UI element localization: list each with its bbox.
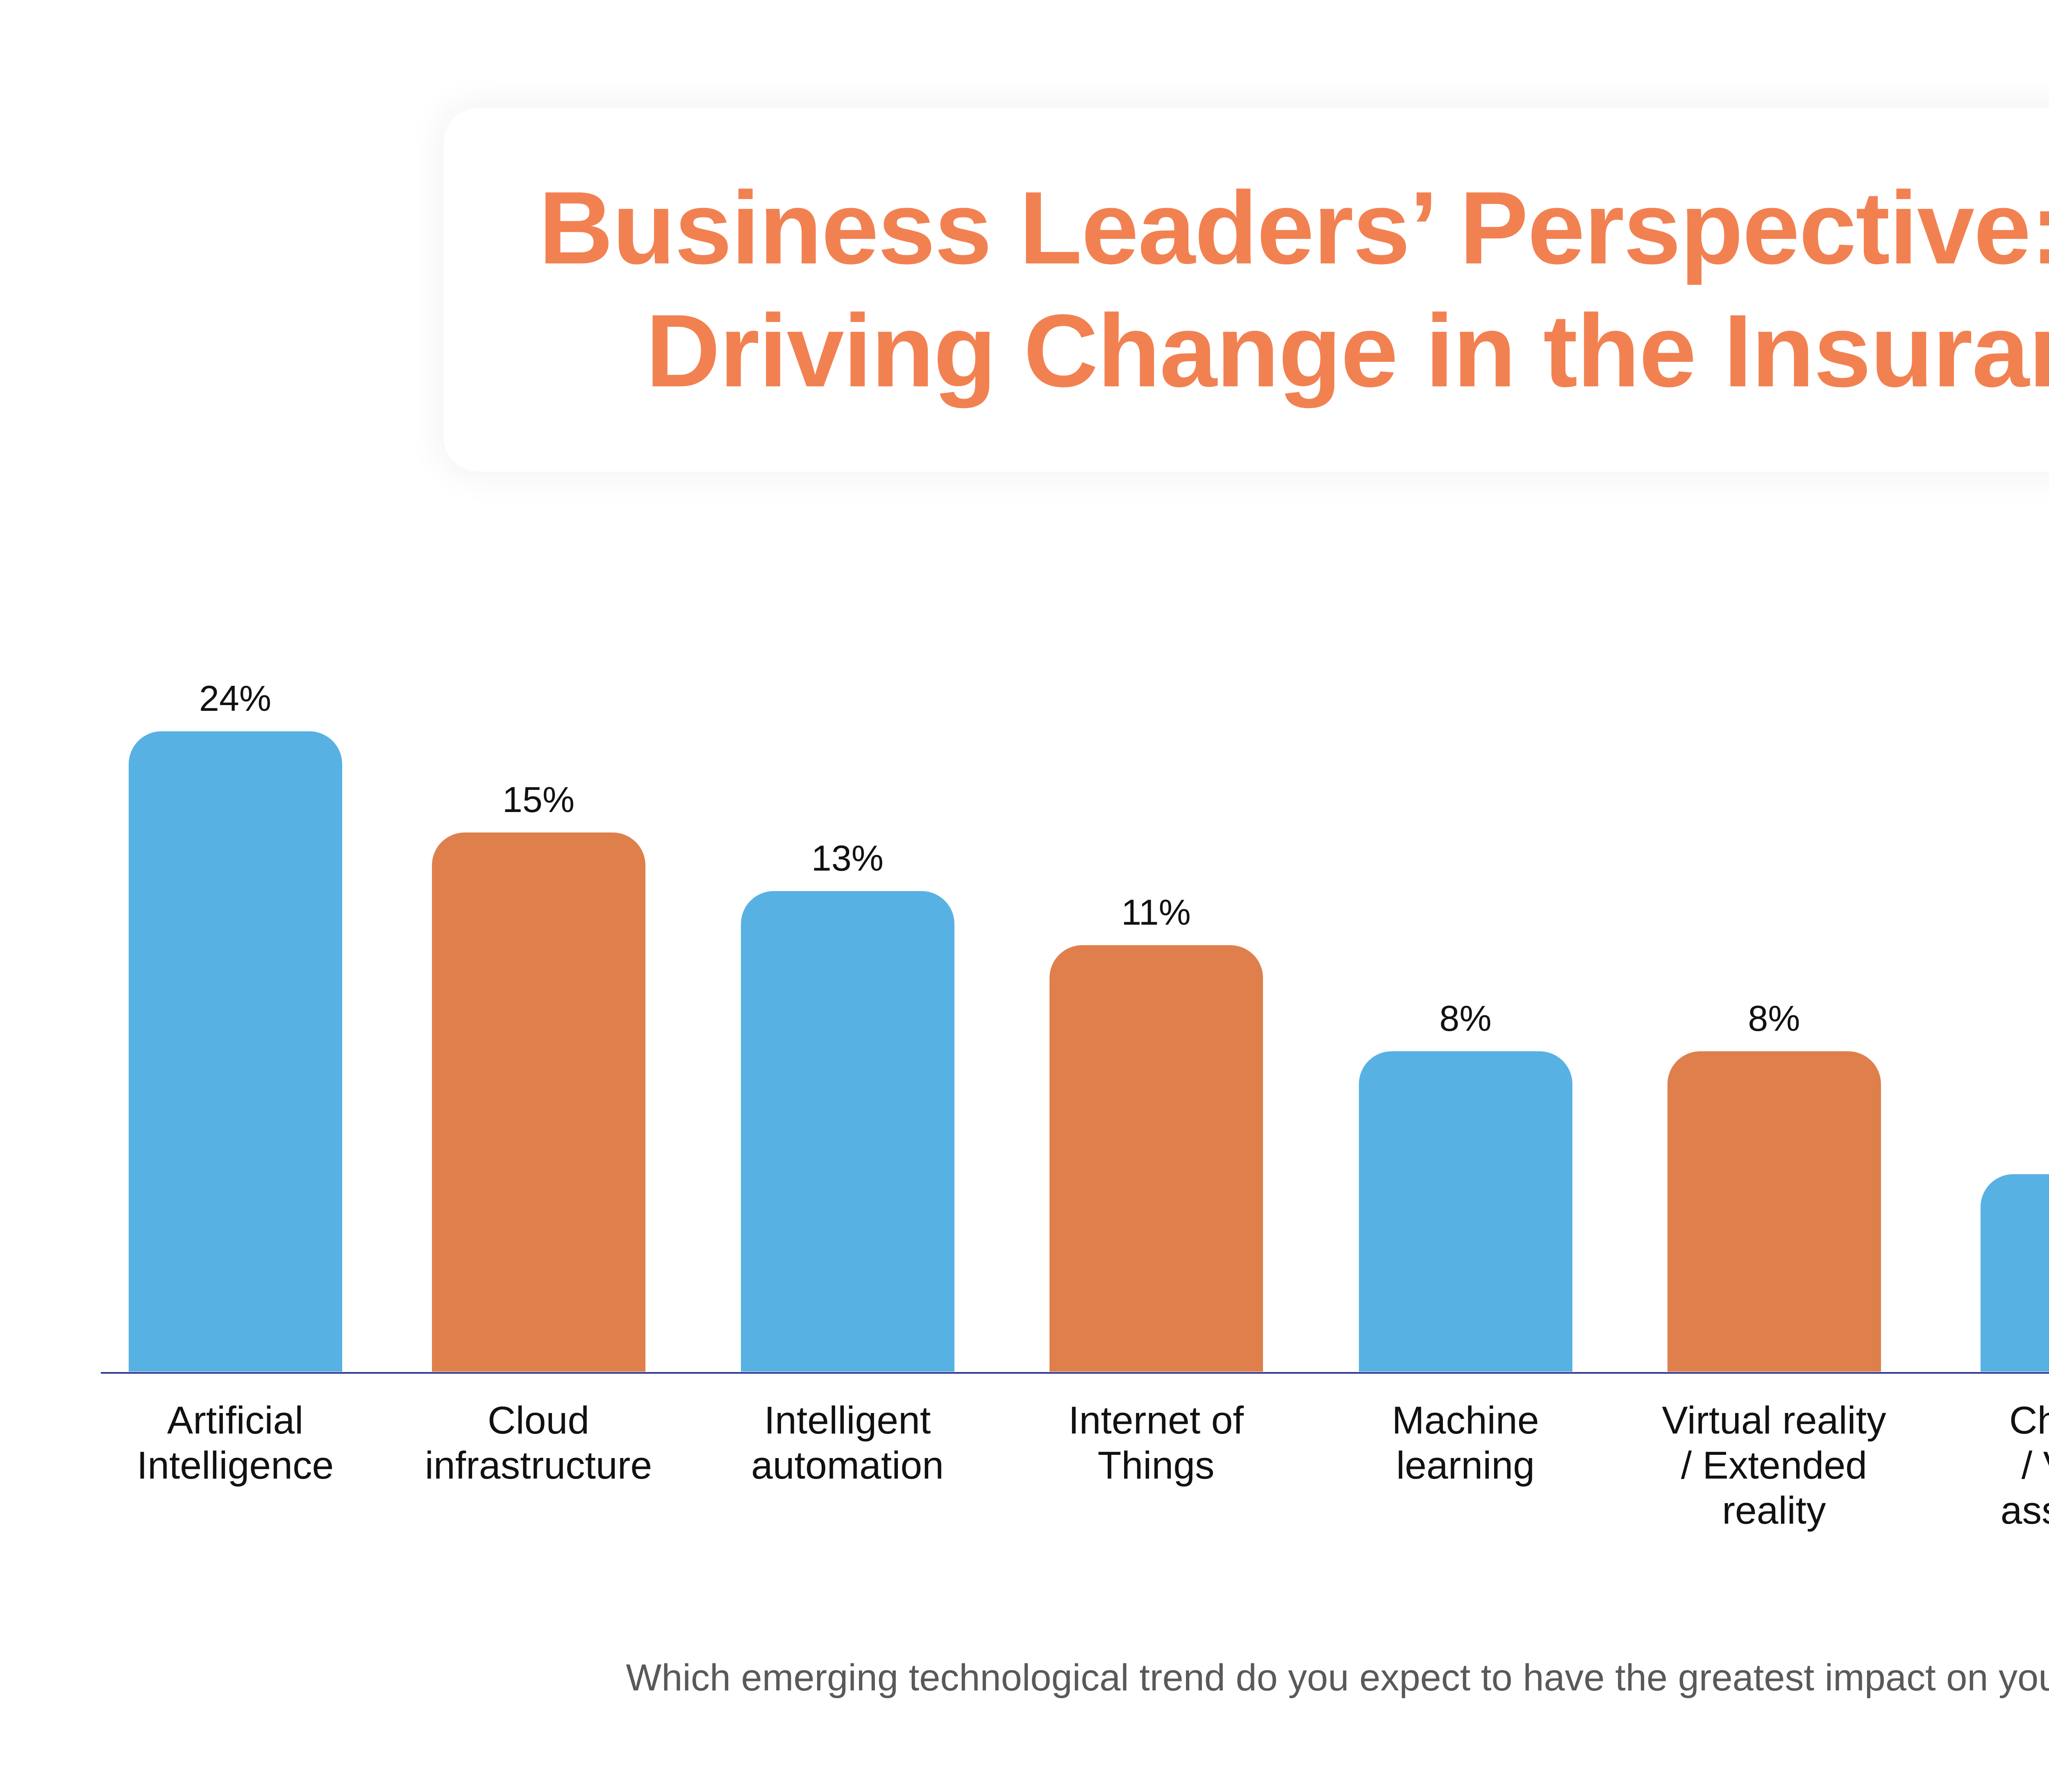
x-axis-line [101, 1372, 2049, 1374]
bar-2 [432, 832, 645, 1372]
chart-title-line-1: Business Leaders’ Perspective: Technolog… [538, 170, 2049, 286]
bar-value-label: 8% [1748, 998, 1800, 1039]
category-label: Virtual reality / Extended reality [1662, 1399, 1886, 1532]
category-label: Artificial Intelligence [136, 1399, 334, 1487]
bar-5 [1359, 1051, 1572, 1372]
bar-value-label: 11% [1121, 892, 1191, 932]
category-label: Cloud infrastructure [425, 1399, 652, 1487]
bar-7 [1981, 1174, 2049, 1372]
bar-4 [1049, 945, 1263, 1372]
category-label: Intelligent automation [751, 1399, 944, 1487]
bar-value-label: 13% [811, 838, 884, 878]
bar-6 [1667, 1051, 1881, 1372]
category-label: Machine learning [1392, 1399, 1539, 1487]
chart-title-line-2: Driving Change in the Insurance Industry [645, 293, 2049, 408]
bar-value-label: 8% [1439, 998, 1492, 1039]
bar-value-label: 24% [199, 678, 272, 719]
category-label: Chatbots / Virtual assistants [2000, 1399, 2049, 1532]
survey-question-caption: Which emerging technological trend do yo… [626, 1657, 2049, 1699]
bar-3 [741, 891, 954, 1372]
bar-value-label: 6% [1944, 1123, 2049, 1159]
bar-value-label: 15% [502, 779, 575, 820]
title-card: Business Leaders’ Perspective: Technolog… [443, 108, 2049, 472]
category-label: Internet of Things [1068, 1399, 1244, 1487]
bar-1 [129, 731, 342, 1372]
